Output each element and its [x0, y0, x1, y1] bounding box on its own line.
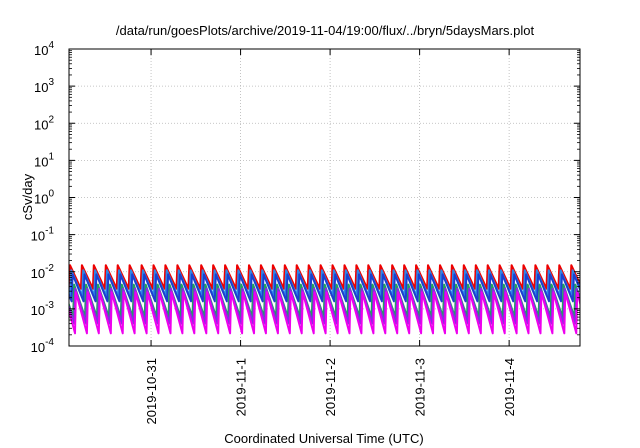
y-tick-label: 10-3	[31, 300, 55, 318]
chart-title: /data/run/goesPlots/archive/2019-11-04/1…	[116, 23, 535, 38]
series-lines	[69, 264, 580, 335]
x-tick-label: 2019-11-4	[502, 358, 517, 416]
series-line	[69, 283, 580, 319]
x-tick-label: 2019-10-31	[144, 358, 159, 425]
y-tick-label: 10-2	[31, 263, 55, 281]
y-axis-label: cSv/day	[20, 173, 35, 220]
series-line	[69, 273, 580, 303]
y-axis: 10-4 10-3 10-2 10-1 100 101 102 103 104	[31, 40, 580, 355]
y-tick-label: 101	[34, 151, 54, 169]
x-tick-label: 2019-11-2	[323, 358, 338, 416]
y-tick-label: 103	[34, 77, 54, 95]
y-tick-label: 104	[34, 40, 54, 58]
y-tick-label: 102	[34, 114, 54, 132]
y-tick-label: 10-4	[31, 337, 55, 355]
series-line	[69, 291, 580, 335]
series-line	[69, 269, 580, 298]
x-axis-label: Coordinated Universal Time (UTC)	[224, 431, 423, 446]
x-axis: 2019-10-31 2019-11-1 2019-11-2 2019-11-3 201…	[144, 49, 517, 425]
series-line	[69, 264, 580, 290]
x-tick-label: 2019-11-3	[413, 358, 428, 416]
y-tick-label: 10-1	[31, 226, 55, 244]
y-tick-label: 100	[34, 189, 54, 207]
x-tick-label: 2019-11-1	[234, 358, 249, 416]
